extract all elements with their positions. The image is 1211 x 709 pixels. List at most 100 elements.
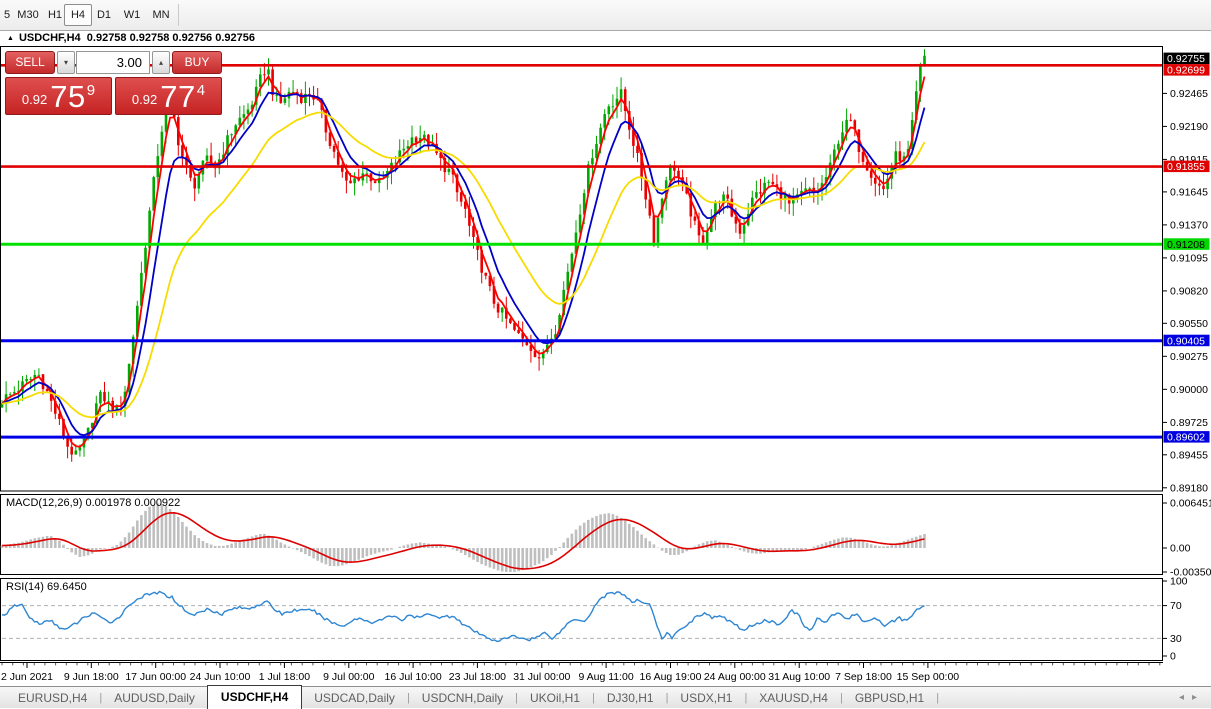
buy-price-sup: 4 (196, 82, 206, 99)
tab-XAUUSD-H4[interactable]: XAUUSD,H4 (759, 690, 828, 705)
tab-USDCAD-Daily[interactable]: USDCAD,Daily (314, 690, 395, 705)
tab-GBPUSD-H1[interactable]: GBPUSD,H1 (854, 690, 925, 705)
price-tag-0.90405 (1163, 334, 1210, 347)
xaxis-label: 17 Jun 00:00 (125, 671, 186, 683)
tab-separator: | (515, 691, 518, 704)
tab-UKOil-H1[interactable]: UKOil,H1 (530, 690, 581, 705)
tab-scroll-arrows[interactable]: ◂▸ (1178, 692, 1205, 703)
xaxis-label: 9 Aug 11:00 (578, 671, 633, 683)
price-tick-label: 0.90000 (1170, 384, 1208, 396)
toolbar-separator (178, 4, 179, 26)
price-tick-label: 0.90550 (1170, 318, 1208, 330)
tab-separator: | (406, 691, 410, 704)
xaxis-label: 9 Jun 18:00 (64, 671, 119, 683)
xaxis-label: 9 Jul 00:00 (323, 671, 375, 683)
xaxis-label: 24 Jun 10:00 (190, 671, 251, 683)
price-tick-label: 0.90820 (1170, 285, 1208, 297)
xaxis-label: 31 Jul 00:00 (513, 671, 570, 683)
volume-input[interactable] (76, 51, 150, 74)
sell-price-big: 75 (50, 79, 86, 114)
macd-signal-line (1, 511, 925, 570)
rsi-panel[interactable] (0, 578, 1163, 661)
sell-price-sup: 9 (86, 82, 96, 99)
tab-separator: | (744, 691, 748, 704)
ma-line-medium[interactable] (1, 91, 926, 437)
xaxis-label: 2 Jun 2021 (1, 671, 53, 683)
macd-tick-label: 0.006451 (1170, 498, 1211, 510)
buy-price-display[interactable]: 0.92 77 4 (115, 77, 222, 115)
xaxis-label: 23 Jul 18:00 (449, 671, 506, 683)
panel-collapse-arrow-icon[interactable]: ▲ (7, 34, 14, 42)
xaxis-label: 15 Sep 00:00 (897, 671, 960, 683)
price-tag-label: 0.92755 (1167, 53, 1205, 65)
volume-decrease-button[interactable]: ▾ (57, 51, 75, 74)
sell-price-prefix: 0.92 (21, 92, 48, 107)
tab-AUDUSD-Daily[interactable]: AUDUSD,Daily (114, 690, 195, 705)
xaxis-label: 7 Sep 18:00 (835, 671, 892, 683)
rsi-tick-label: 0 (1170, 651, 1176, 663)
price-tag-label: 0.91208 (1167, 239, 1205, 251)
main-chart-panel[interactable] (0, 46, 1163, 492)
price-tick-label: 0.90275 (1170, 351, 1208, 363)
price-tag-label: 0.92699 (1167, 65, 1205, 77)
price-tick-label: 0.91370 (1170, 219, 1208, 231)
sell-price-display[interactable]: 0.92 75 9 (5, 77, 112, 115)
macd-label: MACD(12,26,9) 0.001978 0.000922 (6, 497, 181, 509)
macd-histogram (0, 503, 926, 572)
tab-separator: | (665, 691, 669, 704)
timeframe-button-W1[interactable]: W1 (123, 9, 141, 21)
timeframe-button-M30[interactable]: M30 (17, 9, 39, 21)
timeframe-toolbar: 5 M30 H1 H4 D1 W1 MN (0, 0, 1211, 31)
macd-tick-label: -0.003507 (1170, 567, 1211, 579)
price-tag-0.91208 (1163, 238, 1210, 250)
tab-DJ30-H1[interactable]: DJ30,H1 (606, 690, 654, 705)
rsi-line (1, 590, 925, 643)
price-tick-label: 0.91645 (1170, 186, 1208, 198)
timeframe-button-5[interactable]: 5 (3, 9, 11, 21)
tab-USDX-H1[interactable]: USDX,H1 (680, 690, 733, 705)
macd-tick-label: 0.00 (1170, 543, 1191, 555)
xaxis-label: 16 Jul 10:00 (384, 671, 441, 683)
price-tag-0.91855 (1163, 160, 1210, 173)
sell-button[interactable]: SELL (5, 51, 55, 74)
tab-USDCNH-Daily[interactable]: USDCNH,Daily (421, 690, 504, 705)
price-tick-label: 0.89455 (1170, 449, 1208, 461)
price-tag-label: 0.90405 (1167, 335, 1205, 347)
chart-tab-bar: EURUSD,H4 | AUDUSD,Daily USDCHF,H4 USDCAD,Da… (0, 684, 1211, 709)
macd-panel[interactable] (0, 494, 1163, 575)
tab-separator: | (99, 691, 103, 704)
rsi-tick-label: 70 (1170, 600, 1182, 612)
timeframe-button-MN[interactable]: MN (152, 9, 170, 21)
tab-separator: | (839, 691, 843, 704)
price-tag-label: 0.89602 (1167, 432, 1205, 444)
buy-price-big: 77 (160, 79, 196, 114)
buy-price-prefix: 0.92 (131, 92, 158, 107)
price-tag-label: 0.91855 (1167, 161, 1205, 173)
price-tick-label: 0.89180 (1170, 482, 1208, 494)
price-tick-label: 0.89725 (1170, 417, 1208, 429)
volume-increase-button[interactable]: ▴ (152, 51, 170, 74)
tab-EURUSD-H4[interactable]: EURUSD,H4 (18, 690, 88, 705)
xaxis-label: 24 Aug 00:00 (704, 671, 766, 683)
tab-USDCHF-H4[interactable]: USDCHF,H4 (206, 684, 303, 709)
price-tag-0.92699 (1163, 64, 1210, 76)
ma-line-fast[interactable] (1, 74, 926, 448)
price-tick-label: 0.92465 (1170, 88, 1208, 100)
price-tick-label: 0.92190 (1170, 121, 1208, 133)
rsi-tick-label: 30 (1170, 633, 1182, 645)
xaxis-label: 16 Aug 19:00 (640, 671, 702, 683)
timeframe-button-H4[interactable]: H4 (64, 4, 92, 26)
tab-separator: | (936, 691, 940, 704)
xaxis-label: 1 Jul 18:00 (259, 671, 311, 683)
xaxis-label: 31 Aug 10:00 (768, 671, 830, 683)
buy-button[interactable]: BUY (172, 51, 222, 74)
timeframe-button-D1[interactable]: D1 (96, 9, 112, 21)
chart-title-text: USDCHF,H4 0.92758 0.92758 0.92756 0.9275… (18, 32, 255, 44)
timeframe-button-H1[interactable]: H1 (47, 9, 63, 21)
rsi-tick-label: 100 (1170, 576, 1188, 588)
price-tick-label: 0.91095 (1170, 252, 1208, 264)
ma-line-slow[interactable] (1, 111, 926, 419)
chart-title: ▲ USDCHF,H4 0.92758 0.92758 0.92756 0.92… (7, 32, 255, 44)
